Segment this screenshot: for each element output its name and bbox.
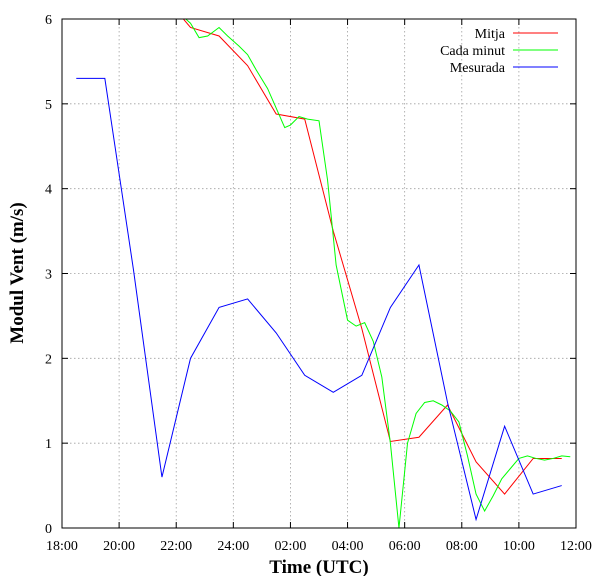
x-tick-label: 24:00 [217,539,249,554]
series-lines [76,19,571,528]
x-tick-label: 04:00 [332,539,364,554]
x-tick-label: 20:00 [103,539,135,554]
x-tick-label: 06:00 [389,539,421,554]
y-tick-label: 6 [45,13,52,28]
y-tick-label: 4 [45,183,52,198]
axis-ticks: 0 1 2 3 4 5 6 18:00 20:00 22:00 24:00 02:00 04:00 06:… [45,13,592,554]
series-line-3 [76,77,562,522]
y-axis-title: Modul Vent (m/s) [7,202,28,343]
series-line-2 [184,19,571,528]
x-tick-label: 18:00 [46,539,78,554]
y-tick-label: 0 [45,522,52,537]
x-tick-label: 10:00 [503,539,535,554]
x-tick-label: 08:00 [446,539,478,554]
x-tick-label: 22:00 [160,539,192,554]
series-line-1 [182,19,562,495]
legend: Mitja Cada minut Mesurada [440,27,558,76]
y-tick-label: 5 [45,98,52,113]
legend-label-1: Mitja [475,27,506,42]
x-tick-label: 12:00 [560,539,592,554]
x-axis-title: Time (UTC) [269,557,368,576]
legend-label-2: Cada minut [440,44,505,59]
y-tick-label: 2 [45,352,52,367]
grid [62,19,576,528]
legend-label-3: Mesurada [450,61,506,76]
x-tick-label: 02:00 [274,539,306,554]
y-tick-label: 3 [45,268,52,283]
y-tick-label: 1 [45,437,52,452]
